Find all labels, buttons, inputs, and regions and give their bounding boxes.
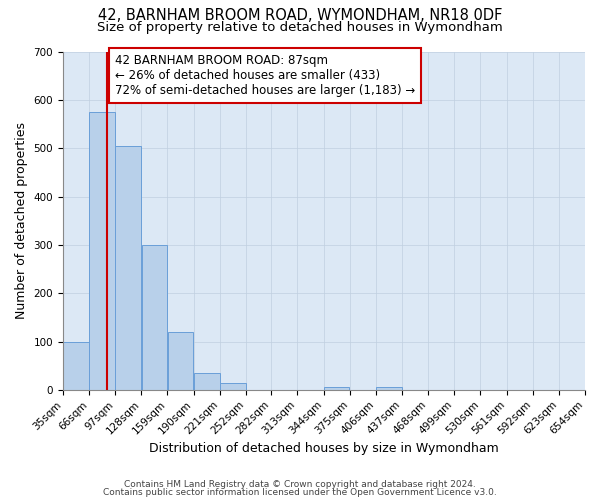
Bar xyxy=(220,382,246,390)
Bar xyxy=(89,112,115,390)
Bar xyxy=(194,373,220,390)
Bar xyxy=(142,245,167,390)
Bar xyxy=(376,388,402,390)
X-axis label: Distribution of detached houses by size in Wymondham: Distribution of detached houses by size … xyxy=(149,442,499,455)
Text: 42, BARNHAM BROOM ROAD, WYMONDHAM, NR18 0DF: 42, BARNHAM BROOM ROAD, WYMONDHAM, NR18 … xyxy=(98,8,502,22)
Text: Contains HM Land Registry data © Crown copyright and database right 2024.: Contains HM Land Registry data © Crown c… xyxy=(124,480,476,489)
Text: 42 BARNHAM BROOM ROAD: 87sqm
← 26% of detached houses are smaller (433)
72% of s: 42 BARNHAM BROOM ROAD: 87sqm ← 26% of de… xyxy=(115,54,415,97)
Bar xyxy=(324,388,349,390)
Bar xyxy=(63,342,89,390)
Text: Size of property relative to detached houses in Wymondham: Size of property relative to detached ho… xyxy=(97,21,503,34)
Y-axis label: Number of detached properties: Number of detached properties xyxy=(15,122,28,319)
Bar xyxy=(168,332,193,390)
Bar xyxy=(115,146,141,390)
Text: Contains public sector information licensed under the Open Government Licence v3: Contains public sector information licen… xyxy=(103,488,497,497)
